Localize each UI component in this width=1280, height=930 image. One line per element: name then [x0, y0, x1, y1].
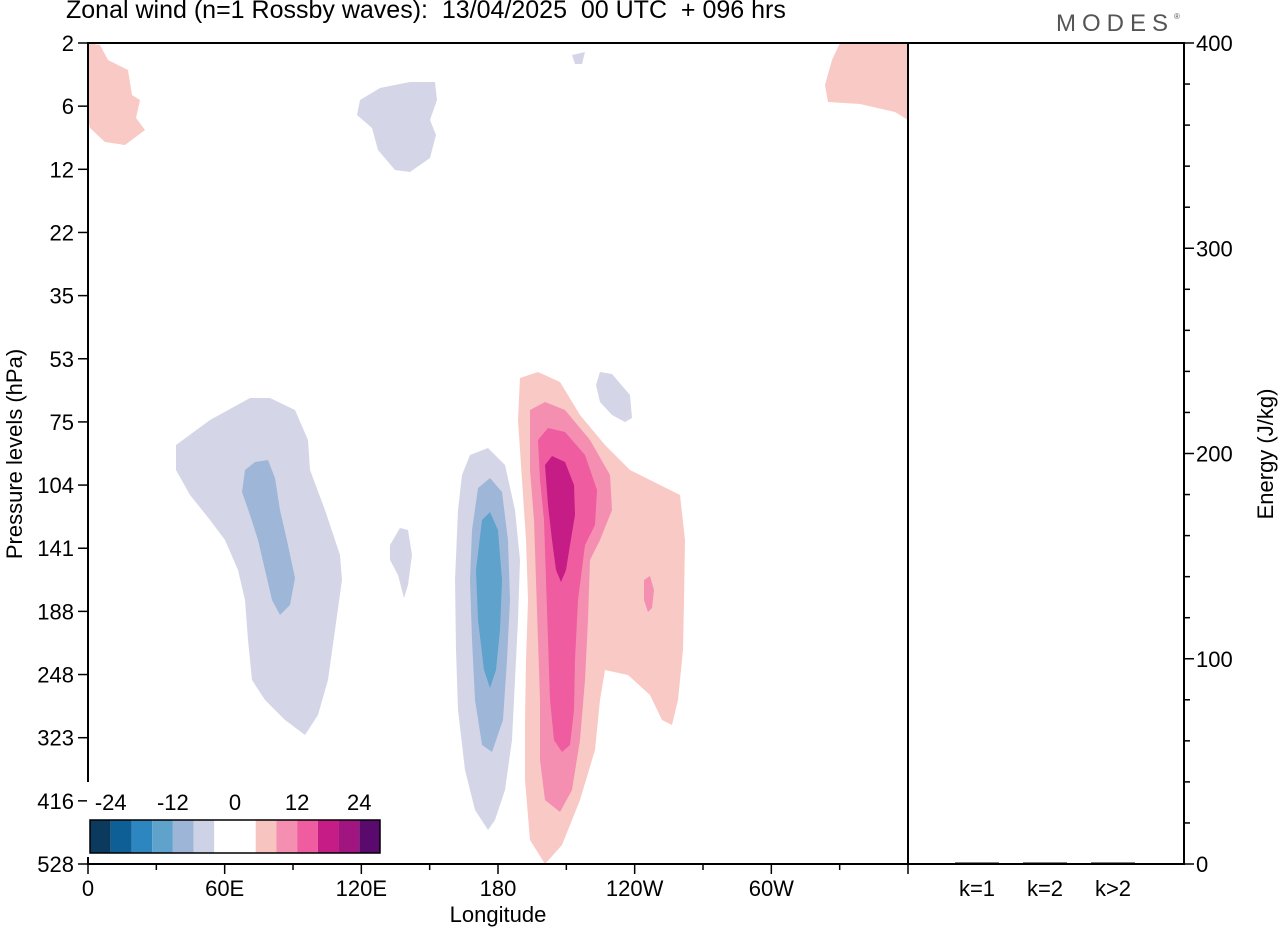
y-tick-label: 6 — [62, 94, 74, 119]
contour-negative-left-inner — [242, 460, 295, 615]
colorbar-label: -12 — [157, 790, 189, 815]
energy-bar — [1023, 862, 1067, 864]
colorbar-swatch — [152, 820, 173, 853]
x-axis-ticks: 0 60E 120E 180 120W 60W — [82, 864, 909, 901]
y-tick-label: 248 — [37, 663, 74, 688]
colorbar-swatch — [255, 820, 277, 853]
colorbar-label: -24 — [95, 790, 127, 815]
contour-negative-top-small — [572, 52, 585, 64]
chart-title: Zonal wind (n=1 Rossby waves): 13/04/202… — [66, 0, 786, 24]
registered-mark: ® — [1174, 12, 1180, 21]
y-tick-label: 416 — [37, 789, 74, 814]
energy-axis-label: Energy (J/kg) — [1253, 389, 1278, 520]
x-tick-label: 60W — [749, 876, 794, 901]
energy-bar — [1091, 862, 1135, 864]
energy-category-label: k=2 — [1027, 876, 1063, 901]
colorbar-swatch — [338, 820, 360, 853]
energy-plot-frame — [907, 42, 1185, 865]
y-axis-label: Pressure levels (hPa) — [2, 349, 27, 559]
energy-category-label: k=1 — [959, 876, 995, 901]
y-tick-label: 528 — [37, 852, 74, 877]
energy-category-label: k>2 — [1095, 876, 1131, 901]
x-tick-label: 120E — [336, 876, 387, 901]
colorbar-swatch — [172, 820, 194, 853]
y-tick-label: 323 — [37, 726, 74, 751]
y-tick-label: 2 — [62, 31, 74, 56]
energy-tick-label: 100 — [1196, 647, 1233, 672]
colorbar-swatch — [235, 820, 256, 853]
contour-negative-small-mid — [390, 528, 412, 598]
colorbar-swatch — [276, 820, 298, 853]
colorbar-swatch — [359, 820, 380, 853]
contour-positive-center-inner — [545, 456, 575, 582]
contour-positive-upper-left — [88, 43, 145, 145]
contour-fills — [88, 43, 908, 864]
contour-negative-upper-middle — [357, 82, 437, 172]
energy-tick-label: 300 — [1196, 236, 1233, 261]
colorbar-swatch — [297, 820, 318, 853]
contour-negative-center-inner — [476, 512, 502, 688]
energy-axis-ticks: 0 100 200 300 400 — [1184, 31, 1233, 877]
colorbar-border — [89, 819, 381, 854]
y-tick-label: 22 — [50, 220, 74, 245]
contour-negative-left — [176, 398, 342, 735]
colorbar-swatch — [193, 820, 215, 853]
colorbar-swatch — [317, 820, 339, 853]
energy-tick-label: 200 — [1196, 442, 1233, 467]
modes-logo: MODES® — [1056, 10, 1180, 37]
y-tick-label: 75 — [50, 410, 74, 435]
x-axis-label: Longitude — [450, 902, 547, 927]
x-tick-label: 180 — [480, 876, 517, 901]
y-tick-label: 104 — [37, 473, 74, 498]
y-tick-label: 141 — [37, 536, 74, 561]
x-tick-label: 60E — [205, 876, 244, 901]
colorbar-label: 24 — [347, 790, 371, 815]
energy-bar — [955, 862, 999, 864]
colorbar: -24 -12 0 12 24 — [87, 782, 383, 857]
y-tick-label: 188 — [37, 599, 74, 624]
contour-positive-small-spot — [644, 576, 654, 612]
energy-bars: k=1 k=2 k>2 — [955, 862, 1135, 901]
contour-negative-small-right — [596, 372, 632, 422]
colorbar-swatch — [131, 820, 153, 853]
y-axis-ticks: 2 6 12 22 35 53 75 104 141 188 248 323 416 528 — [37, 31, 88, 877]
colorbar-label: 12 — [285, 790, 309, 815]
colorbar-swatch — [110, 820, 132, 853]
contour-positive-upper-right — [825, 43, 908, 120]
colorbar-swatch — [214, 820, 235, 853]
colorbar-label: 0 — [229, 790, 241, 815]
y-tick-label: 35 — [50, 284, 74, 309]
y-tick-label: 12 — [50, 157, 74, 182]
x-tick-label: 120W — [606, 876, 664, 901]
energy-tick-label: 0 — [1196, 852, 1208, 877]
energy-tick-label: 400 — [1196, 31, 1233, 56]
y-tick-label: 53 — [50, 347, 74, 372]
x-tick-label: 0 — [82, 876, 94, 901]
colorbar-swatch — [90, 820, 111, 853]
